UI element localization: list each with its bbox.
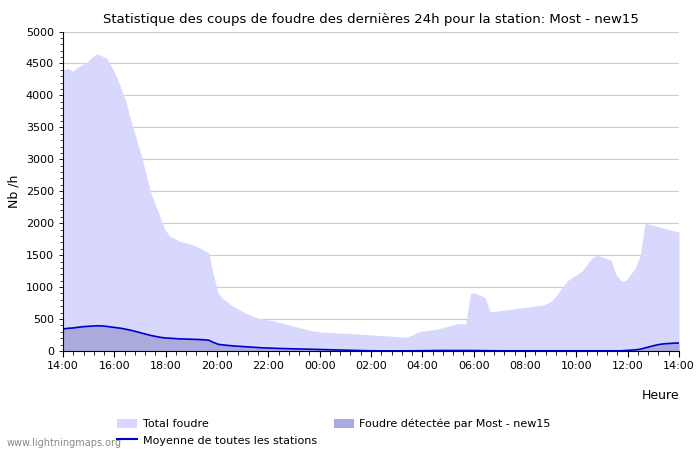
Text: Heure: Heure <box>641 389 679 402</box>
Y-axis label: Nb /h: Nb /h <box>7 175 20 208</box>
Text: www.lightningmaps.org: www.lightningmaps.org <box>7 438 122 448</box>
Legend: Total foudre, Moyenne de toutes les stations, Foudre détectée par Most - new15: Total foudre, Moyenne de toutes les stat… <box>113 414 555 450</box>
Title: Statistique des coups de foudre des dernières 24h pour la station: Most - new15: Statistique des coups de foudre des dern… <box>103 13 639 26</box>
